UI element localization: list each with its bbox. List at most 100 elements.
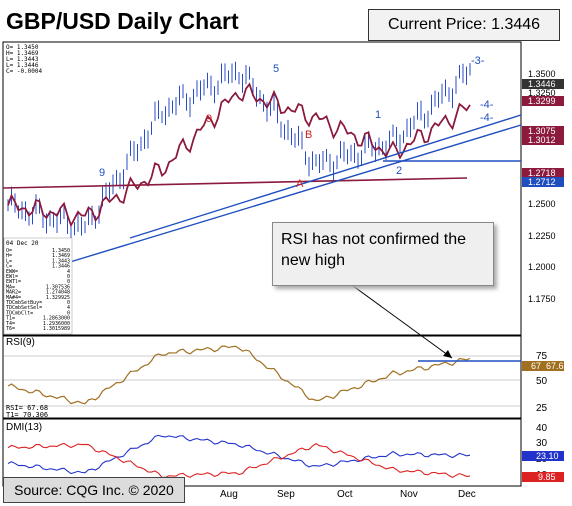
ohlc-line: L= 1.3446 — [6, 62, 39, 69]
price-label-bg — [522, 135, 564, 145]
trendline-upper — [129, 114, 522, 239]
ohlc-line: C= -0.0004 — [6, 68, 43, 75]
rsi-readout-1: RSI= 67.68 — [6, 404, 48, 412]
info-value: 1.274048 — [46, 290, 70, 296]
info-panel: 04 Dec 20O= 1.3450 H= 1.3469 L= 1.3443 C= 1.344… — [3, 237, 73, 335]
rsi-tick-50: 50 — [536, 376, 548, 387]
dmi-minus-line — [7, 442, 471, 478]
callout-arrowhead — [443, 350, 452, 358]
price-tick-label: 1.2000 — [528, 262, 556, 272]
info-key: C= — [6, 264, 12, 270]
rsi-value-box — [522, 361, 564, 371]
info-panel-bg — [3, 237, 73, 335]
info-value: 0 — [67, 310, 70, 316]
wave-label-2: 2 — [396, 165, 402, 177]
x-tick-aug: Aug — [220, 489, 238, 500]
price-tick-label: 1.3446 — [528, 79, 556, 89]
price-label-bg — [522, 126, 564, 136]
chart-title: GBP/USD Daily Chart — [6, 8, 239, 34]
dmi-minus-box — [522, 472, 564, 482]
info-value: 1.3446 — [52, 264, 70, 270]
price-label-bg — [522, 96, 564, 106]
info-key: T4= — [6, 321, 15, 327]
price-panel-frame — [2, 41, 522, 336]
price-tick-label: 1.3500 — [528, 69, 556, 79]
info-value: 1.2863000 — [43, 316, 70, 322]
price-tick-label: 1.3012 — [528, 135, 556, 145]
info-key: EWl= — [6, 274, 18, 280]
ohlc-line: H= 1.3469 — [6, 50, 39, 57]
info-key: EWW= — [6, 269, 18, 275]
rsi-tick-75: 75 — [536, 351, 548, 362]
info-key: MAR2= — [6, 290, 21, 296]
wave-label-4b: -4- — [480, 112, 494, 124]
moving-average-line — [7, 82, 471, 228]
price-label-bg — [522, 79, 564, 89]
dmi-plus-box — [522, 451, 564, 461]
rsi-label: RSI(9) — [6, 337, 35, 348]
rsi-tick-25: 25 — [536, 403, 548, 414]
info-value: 0 — [67, 300, 70, 306]
info-key: MA#4= — [6, 295, 21, 301]
price-tick-label: 1.2500 — [528, 199, 556, 209]
info-key: TDCmbSetBuy= — [6, 300, 42, 306]
price-label-bg — [522, 177, 564, 187]
source-label: Source: CQG Inc. © 2020 — [3, 477, 185, 503]
rsi-value-lead: 67 — [531, 361, 541, 371]
dmi-plus-line — [7, 434, 471, 475]
count-9-b: 9 — [206, 113, 212, 125]
info-key: MA= — [6, 284, 15, 290]
price-tick-label: 1.3250 — [528, 88, 556, 98]
ohlc-line: O= 1.3450 — [6, 44, 39, 51]
info-key: TDCmbClt= — [6, 310, 33, 316]
wave-label-5: 5 — [273, 63, 279, 75]
callout-arrow — [337, 274, 453, 359]
wave-label-1: 1 — [375, 109, 381, 121]
count-9-a: 9 — [99, 167, 105, 179]
info-value: 1.3450 — [52, 248, 70, 254]
info-value: 0 — [67, 279, 70, 285]
current-price-box: Current Price: 1.3446 — [368, 9, 560, 41]
rsi-callout: RSI has not confirmed the new high — [272, 222, 494, 286]
price-tick-label: 1.2250 — [528, 231, 556, 241]
price-tick-label: 1.2718 — [528, 168, 556, 178]
info-key: TDCmbSetSel= — [6, 305, 42, 311]
info-value: 1.3469 — [52, 253, 70, 259]
info-value: 1.2936000 — [43, 321, 70, 327]
x-tick-dec: Dec — [458, 489, 476, 500]
info-value: 1.329925 — [46, 295, 70, 301]
info-value: 4 — [67, 305, 70, 311]
rsi-panel-frame — [2, 335, 522, 419]
x-tick-sep: Sep — [277, 489, 295, 500]
rsi-value-text: 67.68 — [546, 361, 569, 371]
dmi-plus-value: 23.10 — [536, 451, 559, 461]
long-moving-average-line — [2, 177, 468, 189]
dmi-tick-30: 30 — [536, 438, 548, 449]
price-tick-label: 1.2712 — [528, 177, 556, 187]
info-key: T6= — [6, 326, 15, 332]
ohlc-line: L= 1.3443 — [6, 56, 39, 63]
price-label-bg — [522, 168, 564, 178]
price-tick-label: 1.3075 — [528, 126, 556, 136]
dmi-panel-frame — [2, 418, 522, 487]
wave-label-a: A — [296, 178, 304, 190]
info-value: 1.3015989 — [43, 326, 70, 332]
info-key: EWTl= — [6, 279, 21, 285]
dmi-tick-40: 40 — [536, 423, 548, 434]
info-key: T1= — [6, 316, 15, 322]
info-key: H= — [6, 253, 12, 259]
info-value: 4 — [67, 269, 70, 275]
rsi-line — [7, 345, 471, 405]
info-key: L= — [6, 258, 12, 264]
price-tick-label: 1.1750 — [528, 294, 556, 304]
info-key: O= — [6, 248, 12, 254]
wave-label-4a: -4- — [480, 99, 494, 111]
wave-label-b: B — [305, 129, 312, 141]
wave-label-3: -3- — [471, 55, 485, 67]
info-value: 1.307536 — [46, 284, 70, 290]
info-value: 0 — [67, 274, 70, 280]
info-date: 04 Dec 20 — [6, 240, 39, 247]
info-value: 1.3443 — [52, 258, 70, 264]
